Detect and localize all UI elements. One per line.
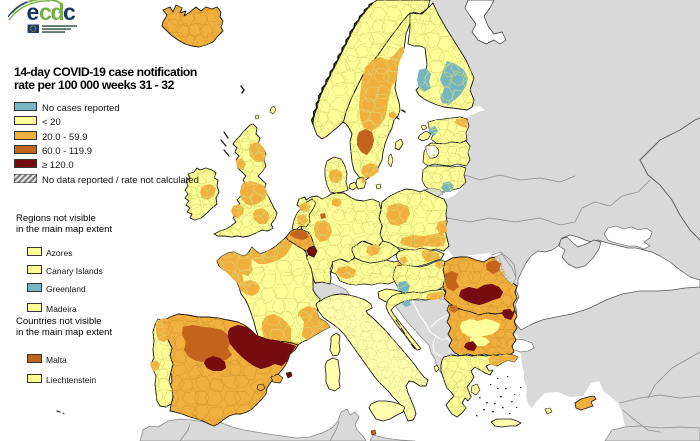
svg-text:e: e <box>27 0 40 25</box>
svg-text:d: d <box>51 0 65 25</box>
svg-text:c: c <box>63 0 76 25</box>
svg-text:c: c <box>39 0 52 25</box>
